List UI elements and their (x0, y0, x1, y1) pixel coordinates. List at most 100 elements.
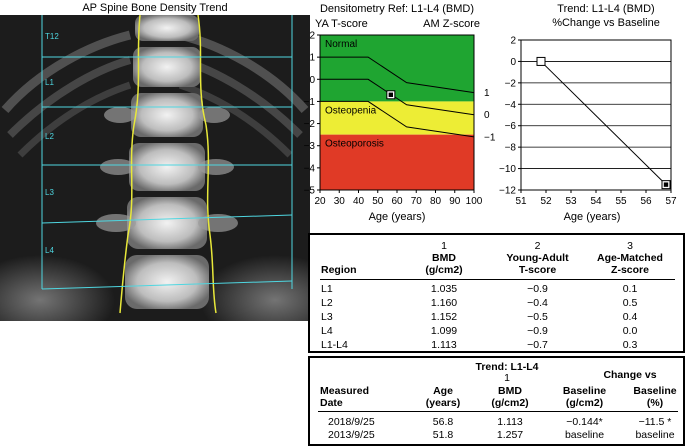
vertebra-label-l3: L3 (45, 188, 54, 197)
table-row: L1 1.035 −0.9 0.1 (320, 282, 675, 296)
x-tick-label: 20 (314, 196, 326, 207)
vertebra-label-l4: L4 (45, 246, 54, 255)
y-tick-label: 0 (510, 57, 516, 68)
dexa-title: AP Spine Bone Density Trend (82, 2, 228, 14)
col-bmd-header-line2: (g/cm2) (425, 264, 463, 276)
col-bmd-header: 1 BMD (g/cm2) (398, 239, 490, 280)
cell-z: 0.4 (622, 310, 638, 323)
right-tick-label: −1 (484, 132, 495, 143)
trend-line (540, 61, 667, 185)
x-tick-label: 57 (665, 196, 677, 207)
col-tscore-header: 2 Young-Adult T-score (490, 239, 585, 280)
col-zscore-header: 3 Age-Matched Z-score (585, 239, 675, 280)
table-row: L2 1.160 −0.4 0.5 (320, 296, 675, 310)
col-number: 3 (627, 240, 633, 252)
col-date-header-line1: Measured (320, 385, 370, 397)
cell-base_pct: −11.5 * (638, 416, 672, 428)
col-zscore-header-line1: Age-Matched (597, 252, 663, 264)
cell-base_pct: baseline (635, 429, 675, 441)
x-tick-label: 40 (353, 196, 365, 207)
reference-chart: Densitometry Ref: L1-L4 (BMD) YA T-score… (304, 3, 495, 223)
col-number: 2 (534, 240, 541, 252)
cell-bmd: 1.113 (431, 338, 457, 351)
cell-bmd: 1.160 (430, 296, 458, 309)
col-date-header-line2: Date (320, 397, 343, 409)
col-date-header: Measured Date (320, 385, 369, 409)
cell-base_abs: baseline (564, 429, 605, 441)
col-region-header: Region (321, 264, 357, 276)
y-tick-label: 1 (309, 53, 315, 64)
table-row: L4 1.099 −0.9 0.0 (320, 324, 675, 338)
cell-base_abs: −0.144* (566, 416, 603, 428)
cell-bmd: 1.113 (497, 416, 523, 428)
y-tick-label: −8 (505, 143, 517, 154)
trend-chart: Trend: L1-L4 (BMD) %Change vs Baseline 2… (499, 3, 677, 223)
vertebra-label-l2: L2 (45, 132, 54, 141)
table-divider (318, 411, 678, 412)
ref-chart-title: Densitometry Ref: L1-L4 (BMD) (320, 3, 474, 15)
y-tick-label: −6 (505, 121, 517, 132)
cell-t: −0.7 (527, 338, 548, 351)
col-baseline-abs-header-line1: Baseline (562, 385, 607, 397)
cell-z: 0.1 (622, 282, 638, 295)
y-tick-label: −12 (499, 186, 516, 197)
col-baseline-abs-header-line2: (g/cm2) (565, 397, 604, 409)
x-tick-label: 30 (334, 196, 346, 207)
col-bmd-header-line1: BMD (498, 385, 522, 397)
cell-region: L2 (321, 296, 333, 309)
zone-label-osteopenia: Osteopenia (325, 105, 377, 116)
spine-xray: T12 L1 L2 L3 L4 (0, 14, 350, 345)
right-tick-label: 0 (484, 110, 490, 121)
cell-z: 0.0 (622, 324, 638, 337)
y-tick-label: −10 (499, 164, 516, 175)
cell-bmd: 1.035 (430, 282, 458, 295)
change-vs-header: Change vs (603, 369, 657, 381)
zone-normal (320, 35, 474, 102)
ref-right-axis-label: AM Z-score (423, 18, 480, 30)
cell-age: 56.8 (432, 416, 454, 428)
y-tick-label: −5 (304, 186, 316, 197)
cell-age: 51.8 (432, 429, 454, 441)
cell-t: −0.5 (527, 310, 548, 323)
zone-osteopenia (320, 101, 474, 135)
col-baseline-abs-header: Baseline (g/cm2) (542, 385, 627, 409)
y-tick-label: 2 (309, 31, 315, 42)
col-age-header-line2: (years) (425, 397, 461, 409)
cell-z: 0.3 (622, 338, 638, 351)
bone-edge-left (119, 14, 141, 314)
col-bmd-header-line2: (g/cm2) (491, 397, 529, 409)
x-tick-label: 55 (615, 196, 627, 207)
vertebra-label-l1: L1 (45, 78, 54, 87)
vertebra-label-t12: T12 (45, 32, 59, 41)
y-tick-label: −1 (304, 97, 316, 108)
x-tick-label: 50 (372, 196, 384, 207)
col-baseline-pct-header-line1: Baseline (633, 385, 677, 397)
bmd-results-table-box: Region 1 BMD (g/cm2) 2 Young-Adult T-sco… (308, 233, 685, 353)
col-age-header: Age (years) (408, 385, 478, 409)
reference-curve (320, 100, 475, 138)
zone-label-normal: Normal (325, 39, 357, 50)
col-bmd-header-line1: BMD (432, 252, 456, 264)
bone-edge-right (197, 14, 217, 314)
trend-table-box: Trend: L1-L4 1 Change vs Measured Date A… (308, 356, 685, 446)
x-tick-label: 70 (411, 196, 423, 207)
y-tick-label: −3 (304, 141, 316, 152)
bmd-results-table: Region 1 BMD (g/cm2) 2 Young-Adult T-sco… (320, 239, 675, 352)
ref-left-axis-label: YA T-score (315, 18, 368, 30)
cell-bmd: 1.257 (496, 429, 524, 441)
zone-label-osteoporosis: Osteoporosis (325, 139, 384, 150)
trend-point-core (663, 182, 669, 187)
cell-date: 2018/9/25 (328, 416, 375, 428)
x-tick-label: 100 (466, 196, 483, 207)
y-tick-label: −2 (304, 119, 316, 130)
vertebrae (96, 15, 238, 309)
y-tick-label: −4 (505, 100, 517, 111)
trend-chart-subtitle: %Change vs Baseline (552, 17, 660, 29)
x-tick-label: 54 (590, 196, 602, 207)
x-tick-label: 56 (640, 196, 652, 207)
reference-curve (320, 56, 475, 94)
cell-z: 0.5 (622, 296, 638, 309)
dexa-scan-image: T12 L1 L2 L3 L4 (0, 14, 350, 345)
cell-bmd: 1.152 (430, 310, 458, 323)
col-age-header-line1: Age (433, 385, 453, 397)
